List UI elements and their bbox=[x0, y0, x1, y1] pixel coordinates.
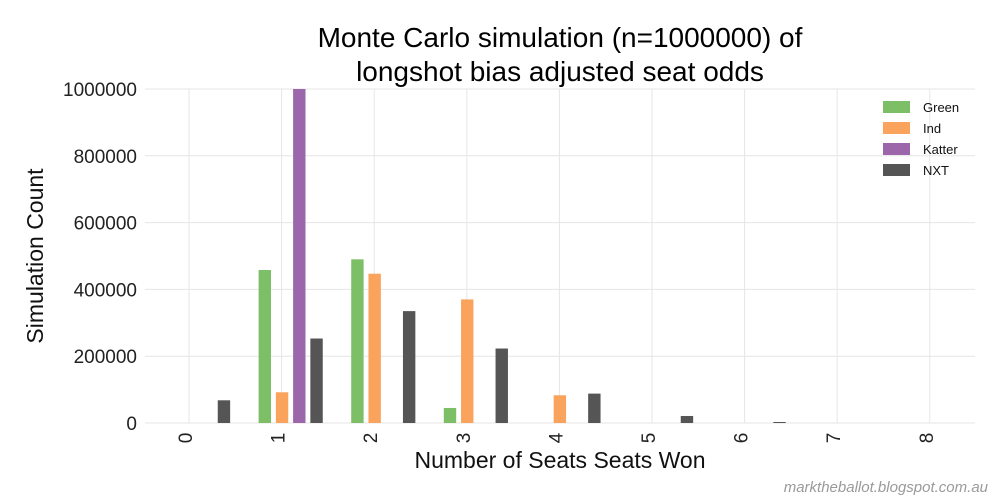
y-tick-label: 600000 bbox=[74, 214, 137, 235]
bar-nxt-1 bbox=[310, 338, 323, 423]
legend-label-ind: Ind bbox=[923, 121, 941, 136]
y-tick-layer: 0 200000 400000 600000 800000 1000000 bbox=[63, 80, 137, 435]
y-tick-label: 400000 bbox=[74, 280, 137, 301]
bar-nxt-0 bbox=[217, 400, 231, 423]
bar-green-2 bbox=[351, 259, 364, 423]
legend-label-nxt: NXT bbox=[923, 163, 949, 178]
x-tick-label: 1 bbox=[269, 433, 290, 444]
bar-nxt-2 bbox=[402, 311, 416, 423]
x-tick-layer: 0 1 2 3 4 5 6 7 8 bbox=[176, 432, 938, 443]
x-tick-label: 5 bbox=[639, 433, 660, 444]
x-tick-label: 2 bbox=[361, 433, 382, 444]
legend-swatch-nxt bbox=[883, 164, 910, 176]
bar-ind-3 bbox=[461, 299, 474, 423]
legend-swatch-ind bbox=[883, 122, 910, 134]
legend-label-katter: Katter bbox=[923, 142, 958, 157]
y-tick-label: 0 bbox=[126, 414, 137, 435]
chart-title-line-2: longshot bias adjusted seat odds bbox=[356, 56, 764, 87]
chart-title-line-1: Monte Carlo simulation (n=1000000) of bbox=[318, 22, 803, 53]
bar-nxt-5 bbox=[680, 415, 694, 423]
legend-label-green: Green bbox=[923, 100, 959, 115]
x-tick-label: 0 bbox=[176, 433, 197, 444]
bar-nxt-3 bbox=[495, 348, 508, 423]
x-tick-label: 6 bbox=[732, 433, 753, 444]
bar-katter-1 bbox=[293, 89, 306, 423]
legend: Green Ind Katter NXT bbox=[883, 100, 959, 178]
x-tick-label: 4 bbox=[546, 432, 567, 443]
y-tick-label: 200000 bbox=[74, 347, 137, 368]
bar-ind-2 bbox=[368, 273, 381, 423]
bar-layer bbox=[217, 89, 786, 423]
legend-swatch-green bbox=[883, 101, 910, 113]
bar-green-1 bbox=[258, 270, 271, 423]
x-tick-label: 3 bbox=[454, 433, 475, 444]
y-tick-label: 800000 bbox=[74, 147, 137, 168]
grid-layer bbox=[145, 88, 975, 424]
bar-nxt-6 bbox=[773, 421, 786, 423]
bar-ind-4 bbox=[553, 395, 567, 423]
x-axis-label: Number of Seats Seats Won bbox=[414, 447, 705, 473]
watermark: marktheballot.blogspot.com.au bbox=[784, 479, 989, 496]
legend-swatch-katter bbox=[883, 143, 910, 155]
x-tick-label: 7 bbox=[824, 433, 845, 444]
x-tick-label: 8 bbox=[917, 433, 938, 444]
bar-ind-1 bbox=[275, 392, 289, 423]
bar-nxt-4 bbox=[588, 393, 601, 423]
y-axis-label: Simulation Count bbox=[22, 168, 48, 344]
y-tick-label: 1000000 bbox=[63, 80, 137, 101]
bar-green-3 bbox=[443, 407, 457, 423]
